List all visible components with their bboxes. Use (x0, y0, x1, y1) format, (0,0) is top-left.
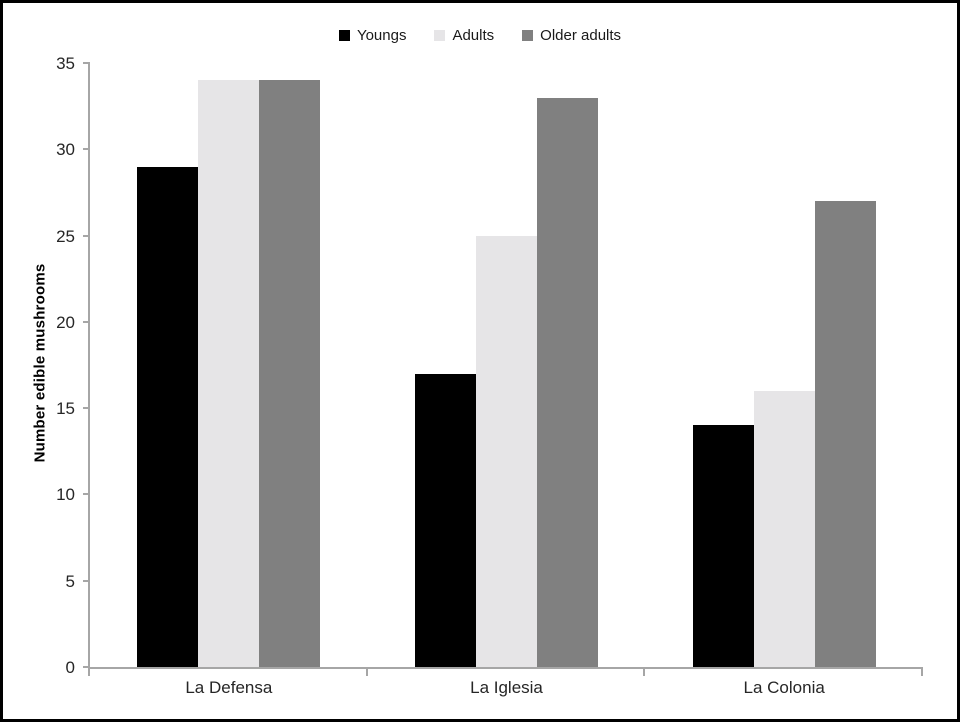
x-category-label: La Defensa (185, 678, 273, 697)
y-tick-label: 10 (56, 485, 75, 505)
y-tick-label: 15 (56, 399, 75, 419)
y-tick-mark (83, 493, 90, 496)
legend-item-older-adults: Older adults (522, 27, 621, 44)
bar-adults-0 (198, 80, 260, 667)
legend-swatch-icon (522, 30, 534, 41)
bar-youngs-0 (137, 166, 199, 667)
y-tick-mark (83, 62, 90, 64)
x-category-label: La Iglesia (470, 678, 543, 697)
bar-older-adults-2 (814, 201, 876, 667)
legend-label: Older adults (540, 27, 622, 44)
y-tick-mark (83, 579, 90, 582)
y-tick-label: 25 (56, 226, 75, 246)
y-tick-label: 20 (56, 312, 75, 332)
y-tick-mark (83, 234, 90, 237)
bar-adults-1 (476, 235, 537, 667)
y-axis-line (88, 63, 90, 669)
bar-youngs-2 (692, 425, 754, 667)
y-axis-title: Number edible mushrooms (31, 263, 49, 463)
bar-adults-2 (753, 390, 815, 667)
bar-older-adults-1 (537, 97, 598, 667)
legend-swatch-icon (338, 30, 350, 41)
y-tick-mark (83, 666, 90, 668)
legend-label: Youngs (356, 27, 407, 44)
legend-item-youngs: Youngs (338, 27, 407, 44)
y-tick-mark (83, 148, 90, 151)
y-tick-label: 5 (65, 571, 75, 591)
x-axis-line (88, 667, 923, 669)
x-category-label: La Colonia (743, 678, 825, 697)
y-tick-label: 0 (65, 658, 75, 677)
bar-older-adults-0 (259, 80, 321, 667)
bar-youngs-1 (415, 373, 476, 667)
legend-label: Adults (452, 27, 495, 44)
y-tick-label: 30 (56, 140, 75, 160)
x-tick-mark (88, 667, 90, 676)
legend-swatch-icon (434, 30, 446, 41)
y-tick-label: 35 (56, 54, 75, 73)
x-tick-mark (921, 667, 923, 676)
x-tick-mark (365, 667, 368, 676)
x-tick-mark (643, 667, 646, 676)
y-tick-mark (83, 320, 90, 323)
legend-item-adults: Adults (434, 27, 494, 44)
y-tick-mark (83, 407, 90, 410)
chart-legend: Youngs Adults Older adults (3, 27, 957, 44)
